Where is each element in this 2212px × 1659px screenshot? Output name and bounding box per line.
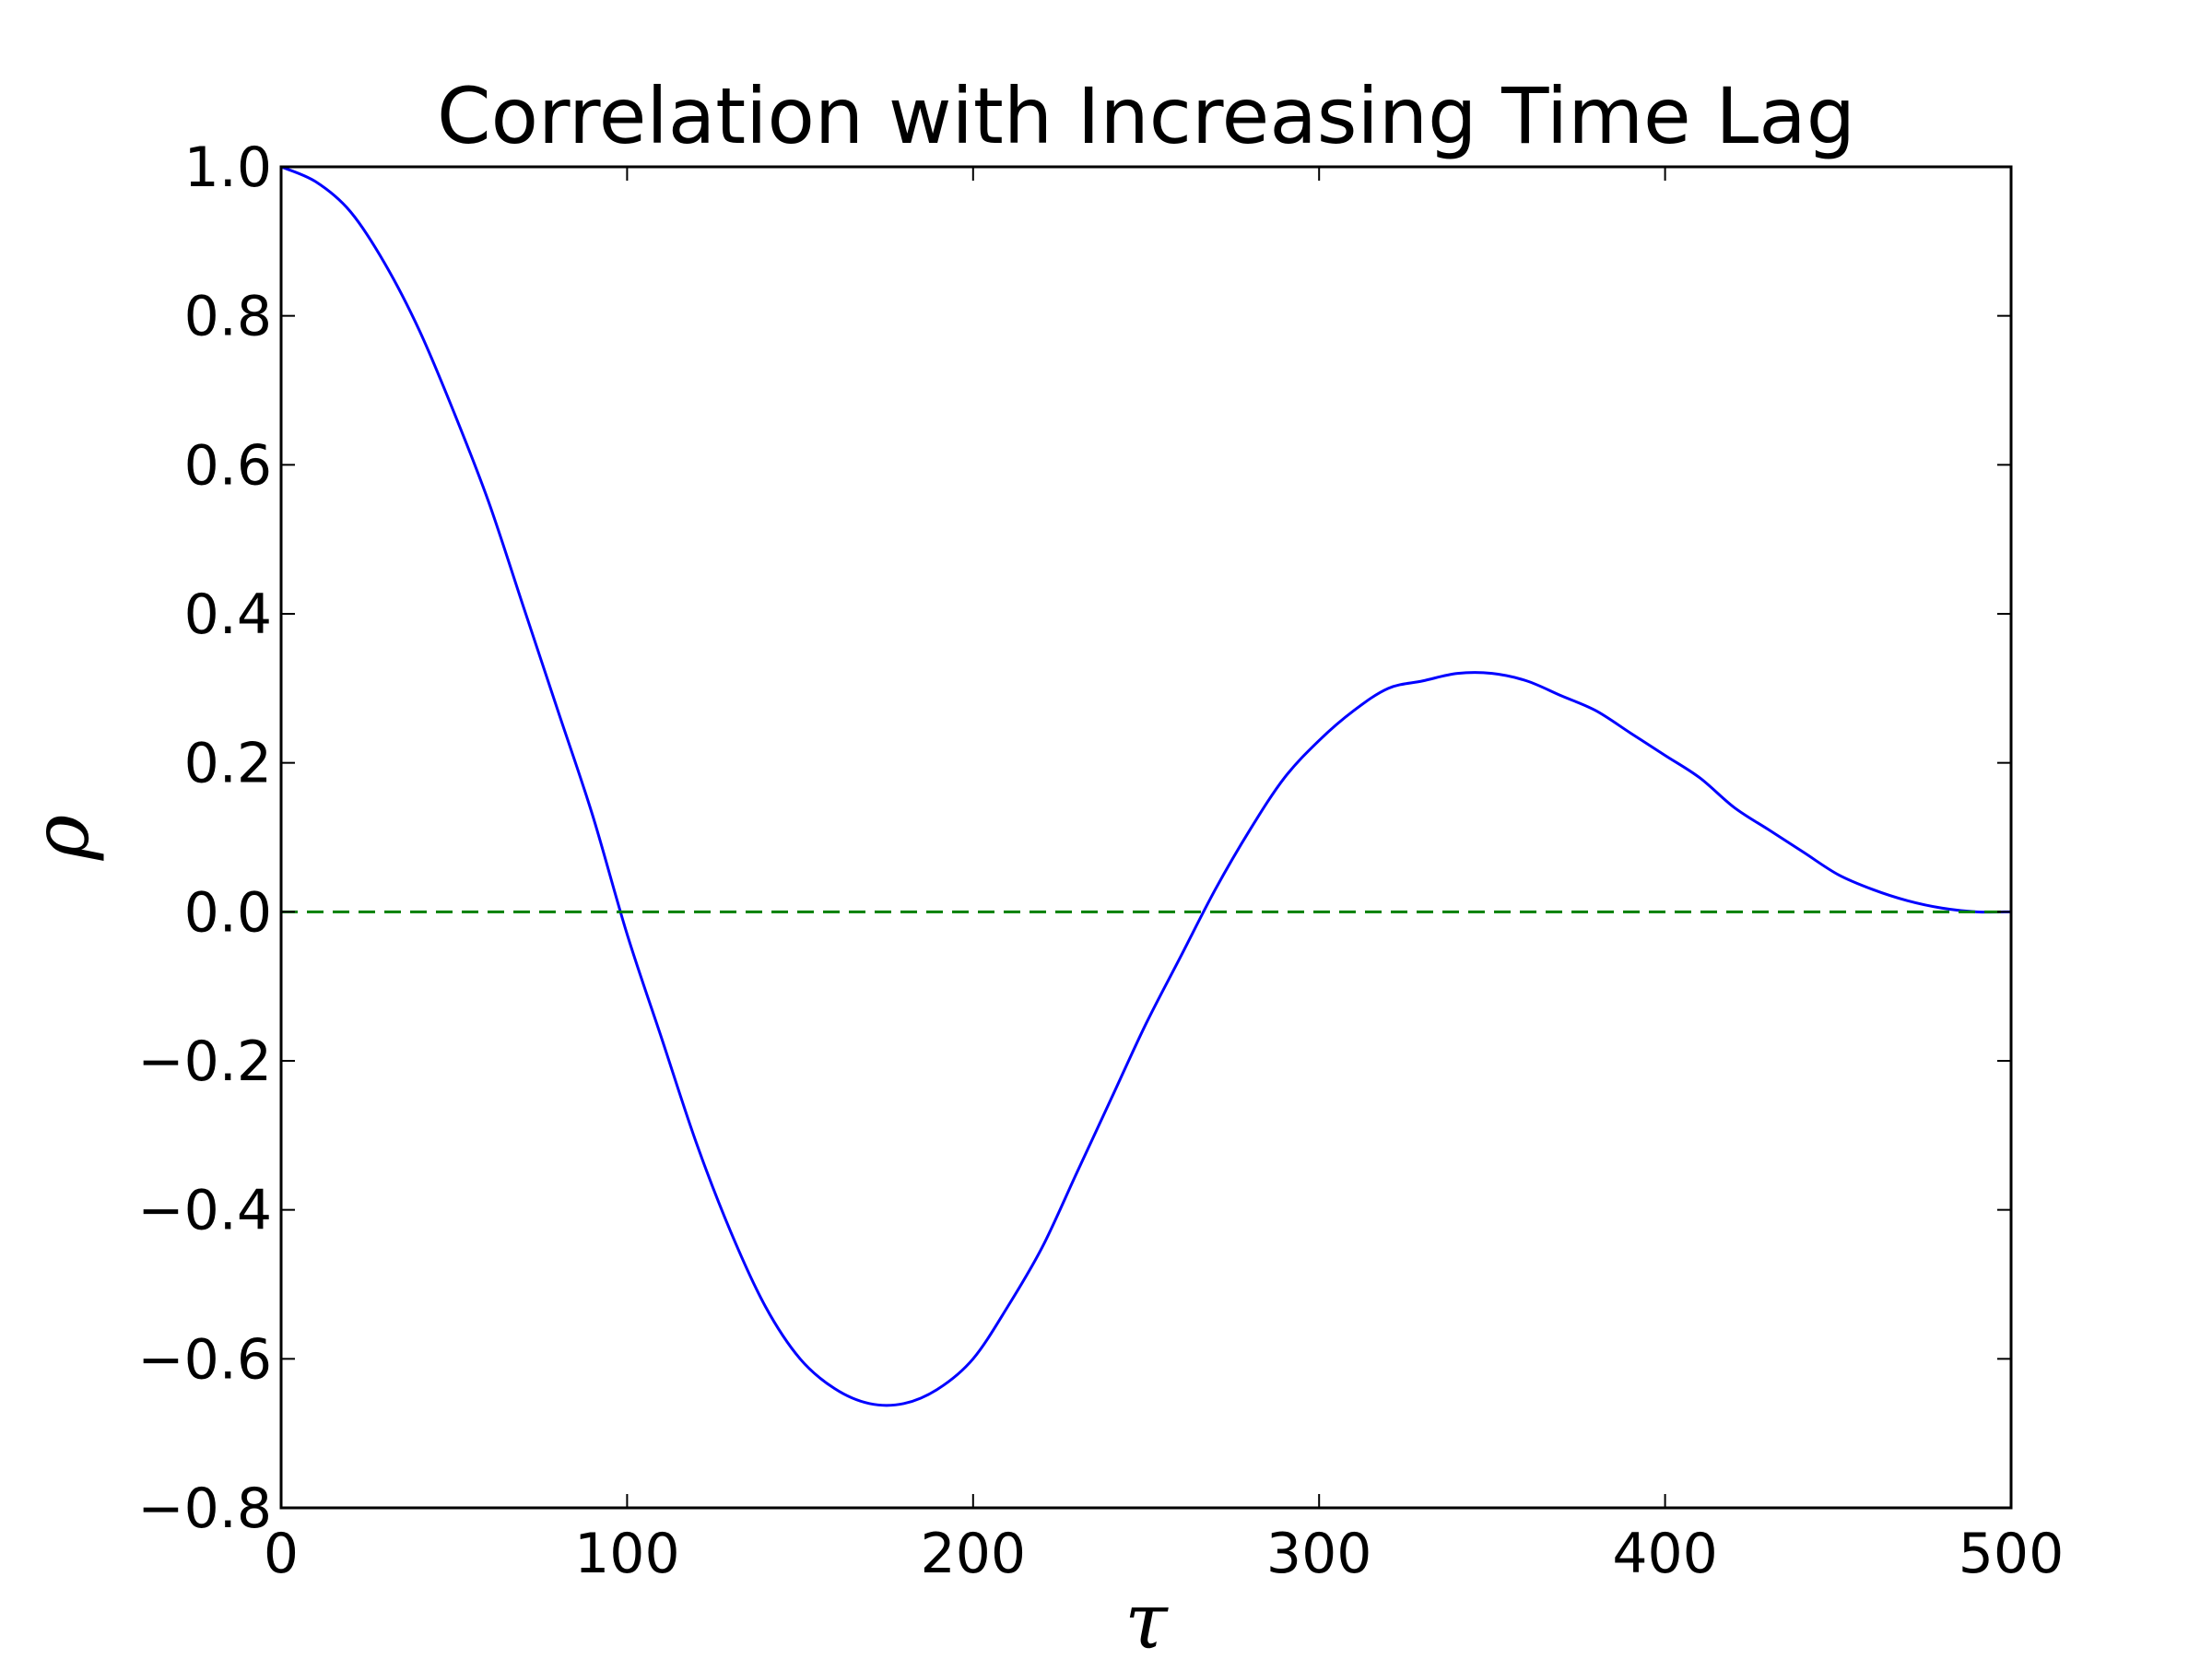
- x-tick-label: 200: [921, 1522, 1027, 1586]
- y-tick-label: 0.4: [184, 582, 272, 647]
- y-tick-label: −0.8: [137, 1477, 272, 1541]
- y-tick-label: −0.6: [137, 1327, 272, 1392]
- x-tick-label: 300: [1266, 1522, 1372, 1586]
- x-tick-label: 100: [574, 1522, 680, 1586]
- tick-layer: 0 100 200 300 400 500 −0.8 −0.6 −0.4 −0.2 0.0 0.2 0.…: [137, 135, 2064, 1586]
- y-tick-label: 0.0: [184, 880, 272, 945]
- chart-title: Correlation with Increasing Time Lag: [437, 71, 1855, 161]
- y-axis-label: ρ: [16, 815, 106, 861]
- plot-area-frame: [279, 165, 2013, 1510]
- x-tick-label: 500: [1959, 1522, 2065, 1586]
- y-tick-label: −0.2: [137, 1030, 272, 1094]
- y-tick-label: 0.8: [184, 285, 272, 349]
- y-tick-label: 0.6: [184, 433, 272, 498]
- x-axis-label: τ: [1124, 1576, 1169, 1659]
- y-tick-label: 1.0: [184, 135, 272, 200]
- y-tick-label: −0.4: [137, 1179, 272, 1243]
- x-tick-label: 400: [1612, 1522, 1718, 1586]
- correlation-curve: [280, 165, 2012, 1407]
- x-tick-label: 0: [264, 1522, 299, 1586]
- y-tick-label: 0.2: [184, 732, 272, 796]
- series-layer: [280, 165, 2012, 1407]
